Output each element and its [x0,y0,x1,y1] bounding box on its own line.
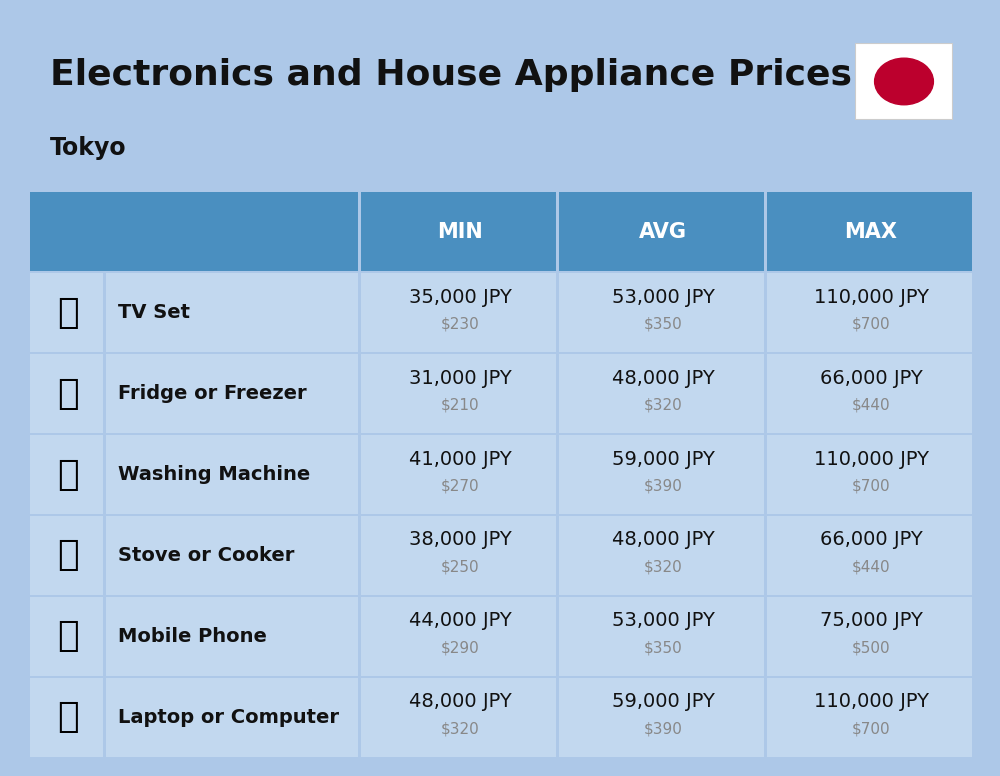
Text: 31,000 JPY: 31,000 JPY [409,369,511,387]
Text: 110,000 JPY: 110,000 JPY [814,288,929,307]
Text: 🧊: 🧊 [57,376,79,411]
Text: 110,000 JPY: 110,000 JPY [814,449,929,469]
Text: 48,000 JPY: 48,000 JPY [612,369,715,387]
Text: $700: $700 [852,722,890,736]
Text: 🫧: 🫧 [57,458,79,491]
Text: 48,000 JPY: 48,000 JPY [612,531,715,549]
Text: $230: $230 [441,317,479,332]
Text: 📺: 📺 [57,296,79,330]
Text: $320: $320 [441,722,479,736]
Text: 59,000 JPY: 59,000 JPY [612,449,715,469]
Text: Mobile Phone: Mobile Phone [118,627,266,646]
Text: 📱: 📱 [57,619,79,653]
Text: 59,000 JPY: 59,000 JPY [612,692,715,712]
Text: 44,000 JPY: 44,000 JPY [409,611,511,630]
Text: $290: $290 [441,640,479,656]
Text: 48,000 JPY: 48,000 JPY [409,692,511,712]
Text: 53,000 JPY: 53,000 JPY [612,288,715,307]
Text: 66,000 JPY: 66,000 JPY [820,531,922,549]
Text: $210: $210 [441,398,479,413]
Text: $700: $700 [852,479,890,494]
Text: $500: $500 [852,640,890,656]
Text: Stove or Cooker: Stove or Cooker [118,546,294,565]
Text: $440: $440 [852,559,890,574]
Circle shape [875,58,933,105]
Text: 💻: 💻 [57,700,79,734]
Text: $440: $440 [852,398,890,413]
Text: 35,000 JPY: 35,000 JPY [409,288,511,307]
Text: AVG: AVG [639,222,687,242]
Text: 53,000 JPY: 53,000 JPY [612,611,715,630]
Text: MIN: MIN [437,222,483,242]
Text: Electronics and House Appliance Prices: Electronics and House Appliance Prices [50,58,852,92]
Text: MAX: MAX [845,222,898,242]
Text: Tokyo: Tokyo [50,136,127,160]
Text: $320: $320 [644,559,683,574]
Text: $270: $270 [441,479,479,494]
Text: 🔥: 🔥 [57,539,79,573]
Text: 66,000 JPY: 66,000 JPY [820,369,922,387]
Text: 41,000 JPY: 41,000 JPY [409,449,511,469]
Text: $250: $250 [441,559,479,574]
Text: Washing Machine: Washing Machine [118,465,310,484]
Text: $350: $350 [644,317,683,332]
Text: $320: $320 [644,398,683,413]
Text: 110,000 JPY: 110,000 JPY [814,692,929,712]
Text: $390: $390 [644,722,683,736]
Text: $390: $390 [644,479,683,494]
Text: Laptop or Computer: Laptop or Computer [118,708,339,727]
Text: $350: $350 [644,640,683,656]
Text: $700: $700 [852,317,890,332]
Text: 38,000 JPY: 38,000 JPY [409,531,511,549]
Text: Fridge or Freezer: Fridge or Freezer [118,384,306,403]
Text: TV Set: TV Set [118,303,190,322]
Text: 75,000 JPY: 75,000 JPY [820,611,922,630]
